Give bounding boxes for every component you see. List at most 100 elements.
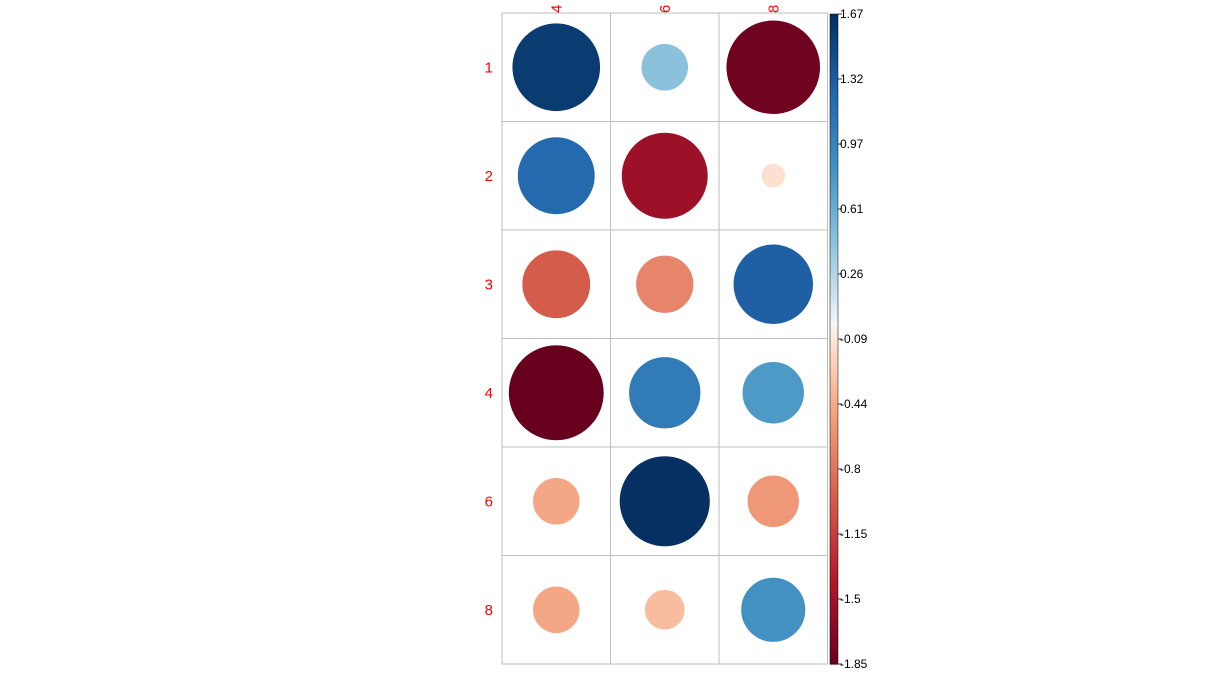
- legend-color-step: [830, 160, 838, 165]
- value-circle: [621, 132, 709, 220]
- legend-color-step: [830, 69, 838, 74]
- value-circle: [741, 361, 805, 425]
- value-circle: [619, 455, 711, 547]
- legend-color-step: [830, 540, 838, 545]
- legend-color-step: [830, 452, 838, 457]
- legend-color-step: [830, 547, 838, 551]
- legend-color-step: [830, 397, 838, 402]
- legend-color-step: [830, 264, 838, 269]
- column-labels: 4 6 8: [548, 5, 782, 13]
- legend-color-step: [830, 43, 838, 48]
- value-circle: [746, 474, 800, 528]
- legend-color-step: [830, 228, 838, 233]
- legend-color-step: [830, 521, 838, 525]
- legend-color-step: [830, 573, 838, 577]
- legend-tick-label: -1.15: [840, 527, 868, 541]
- legend-color-step: [830, 443, 838, 447]
- value-circle: [635, 255, 694, 314]
- legend-color-step: [830, 332, 838, 337]
- legend-color-step: [830, 553, 838, 558]
- legend-color-step: [830, 202, 838, 207]
- legend-color-step: [830, 209, 838, 213]
- legend-color-step: [830, 621, 838, 626]
- legend-color-step: [830, 309, 838, 314]
- legend-color-step: [830, 475, 838, 480]
- legend-color-step: [830, 274, 838, 278]
- legend-color-step: [830, 306, 838, 311]
- legend-color-step: [830, 589, 838, 594]
- legend-color-step: [830, 157, 838, 161]
- legend-color-step: [830, 404, 838, 408]
- legend-color-step: [830, 248, 838, 252]
- legend-color-step: [830, 179, 838, 184]
- legend-color-step: [830, 238, 838, 243]
- legend-tick-label: -0.09: [840, 332, 868, 346]
- legend-color-step: [830, 290, 838, 295]
- legend-color-step: [830, 222, 838, 226]
- legend-color-step: [830, 599, 838, 603]
- legend-color-step: [830, 205, 838, 210]
- legend-color-step: [830, 280, 838, 285]
- legend-color-step: [830, 147, 838, 152]
- legend-color-step: [830, 582, 838, 587]
- row-label: 6: [485, 493, 493, 510]
- legend-color-step: [830, 413, 838, 418]
- legend-color-step: [830, 14, 838, 18]
- legend-color-step: [830, 105, 838, 109]
- legend-color-step: [830, 534, 838, 538]
- legend-color-step: [830, 579, 838, 584]
- legend-color-step: [830, 140, 838, 145]
- legend-tick-label: 1.32: [840, 72, 864, 86]
- legend-color-step: [830, 566, 838, 571]
- legend-color-step: [830, 251, 838, 256]
- legend-color-step: [830, 423, 838, 428]
- legend-color-step: [830, 17, 838, 22]
- legend-color-step: [830, 319, 838, 324]
- legend-color-step: [830, 33, 838, 38]
- legend-color-step: [830, 326, 838, 330]
- legend-color-step: [830, 498, 838, 503]
- legend-color-step: [830, 560, 838, 564]
- legend-color-step: [830, 657, 838, 662]
- legend-color-step: [830, 482, 838, 486]
- legend-color-step: [830, 491, 838, 496]
- legend-color-step: [830, 303, 838, 308]
- legend-color-step: [830, 394, 838, 399]
- legend-color-step: [830, 504, 838, 509]
- legend-color-step: [830, 137, 838, 142]
- legend-color-step: [830, 296, 838, 301]
- value-circle: [628, 356, 702, 430]
- legend-color-step: [830, 196, 838, 200]
- legend-color-step: [830, 439, 838, 444]
- legend-color-step: [830, 40, 838, 44]
- legend-color-step: [830, 127, 838, 132]
- legend-color-step: [830, 46, 838, 51]
- legend-color-step: [830, 612, 838, 616]
- legend-tick-label: -0.8: [840, 462, 861, 476]
- legend-color-step: [830, 641, 838, 646]
- legend-color-step: [830, 644, 838, 649]
- legend-color-step: [830, 59, 838, 64]
- legend-color-step: [830, 615, 838, 620]
- legend-color-step: [830, 374, 838, 379]
- legend-color-step: [830, 62, 838, 67]
- legend-color-step: [830, 49, 838, 54]
- legend-color-step: [830, 134, 838, 139]
- legend-color-step: [830, 576, 838, 581]
- legend-color-step: [830, 638, 838, 642]
- legend-color-step: [830, 469, 838, 473]
- legend-color-step: [830, 118, 838, 122]
- legend-color-step: [830, 358, 838, 363]
- legend-color-step: [830, 261, 838, 265]
- legend-color-step: [830, 163, 838, 168]
- legend-color-step: [830, 530, 838, 535]
- legend-color-step: [830, 556, 838, 561]
- column-label: 8: [765, 5, 782, 13]
- column-label: 4: [548, 5, 565, 13]
- legend-color-step: [830, 108, 838, 113]
- legend-color-step: [830, 543, 838, 548]
- legend-color-step: [830, 634, 838, 639]
- legend-color-step: [830, 524, 838, 529]
- legend-color-step: [830, 348, 838, 353]
